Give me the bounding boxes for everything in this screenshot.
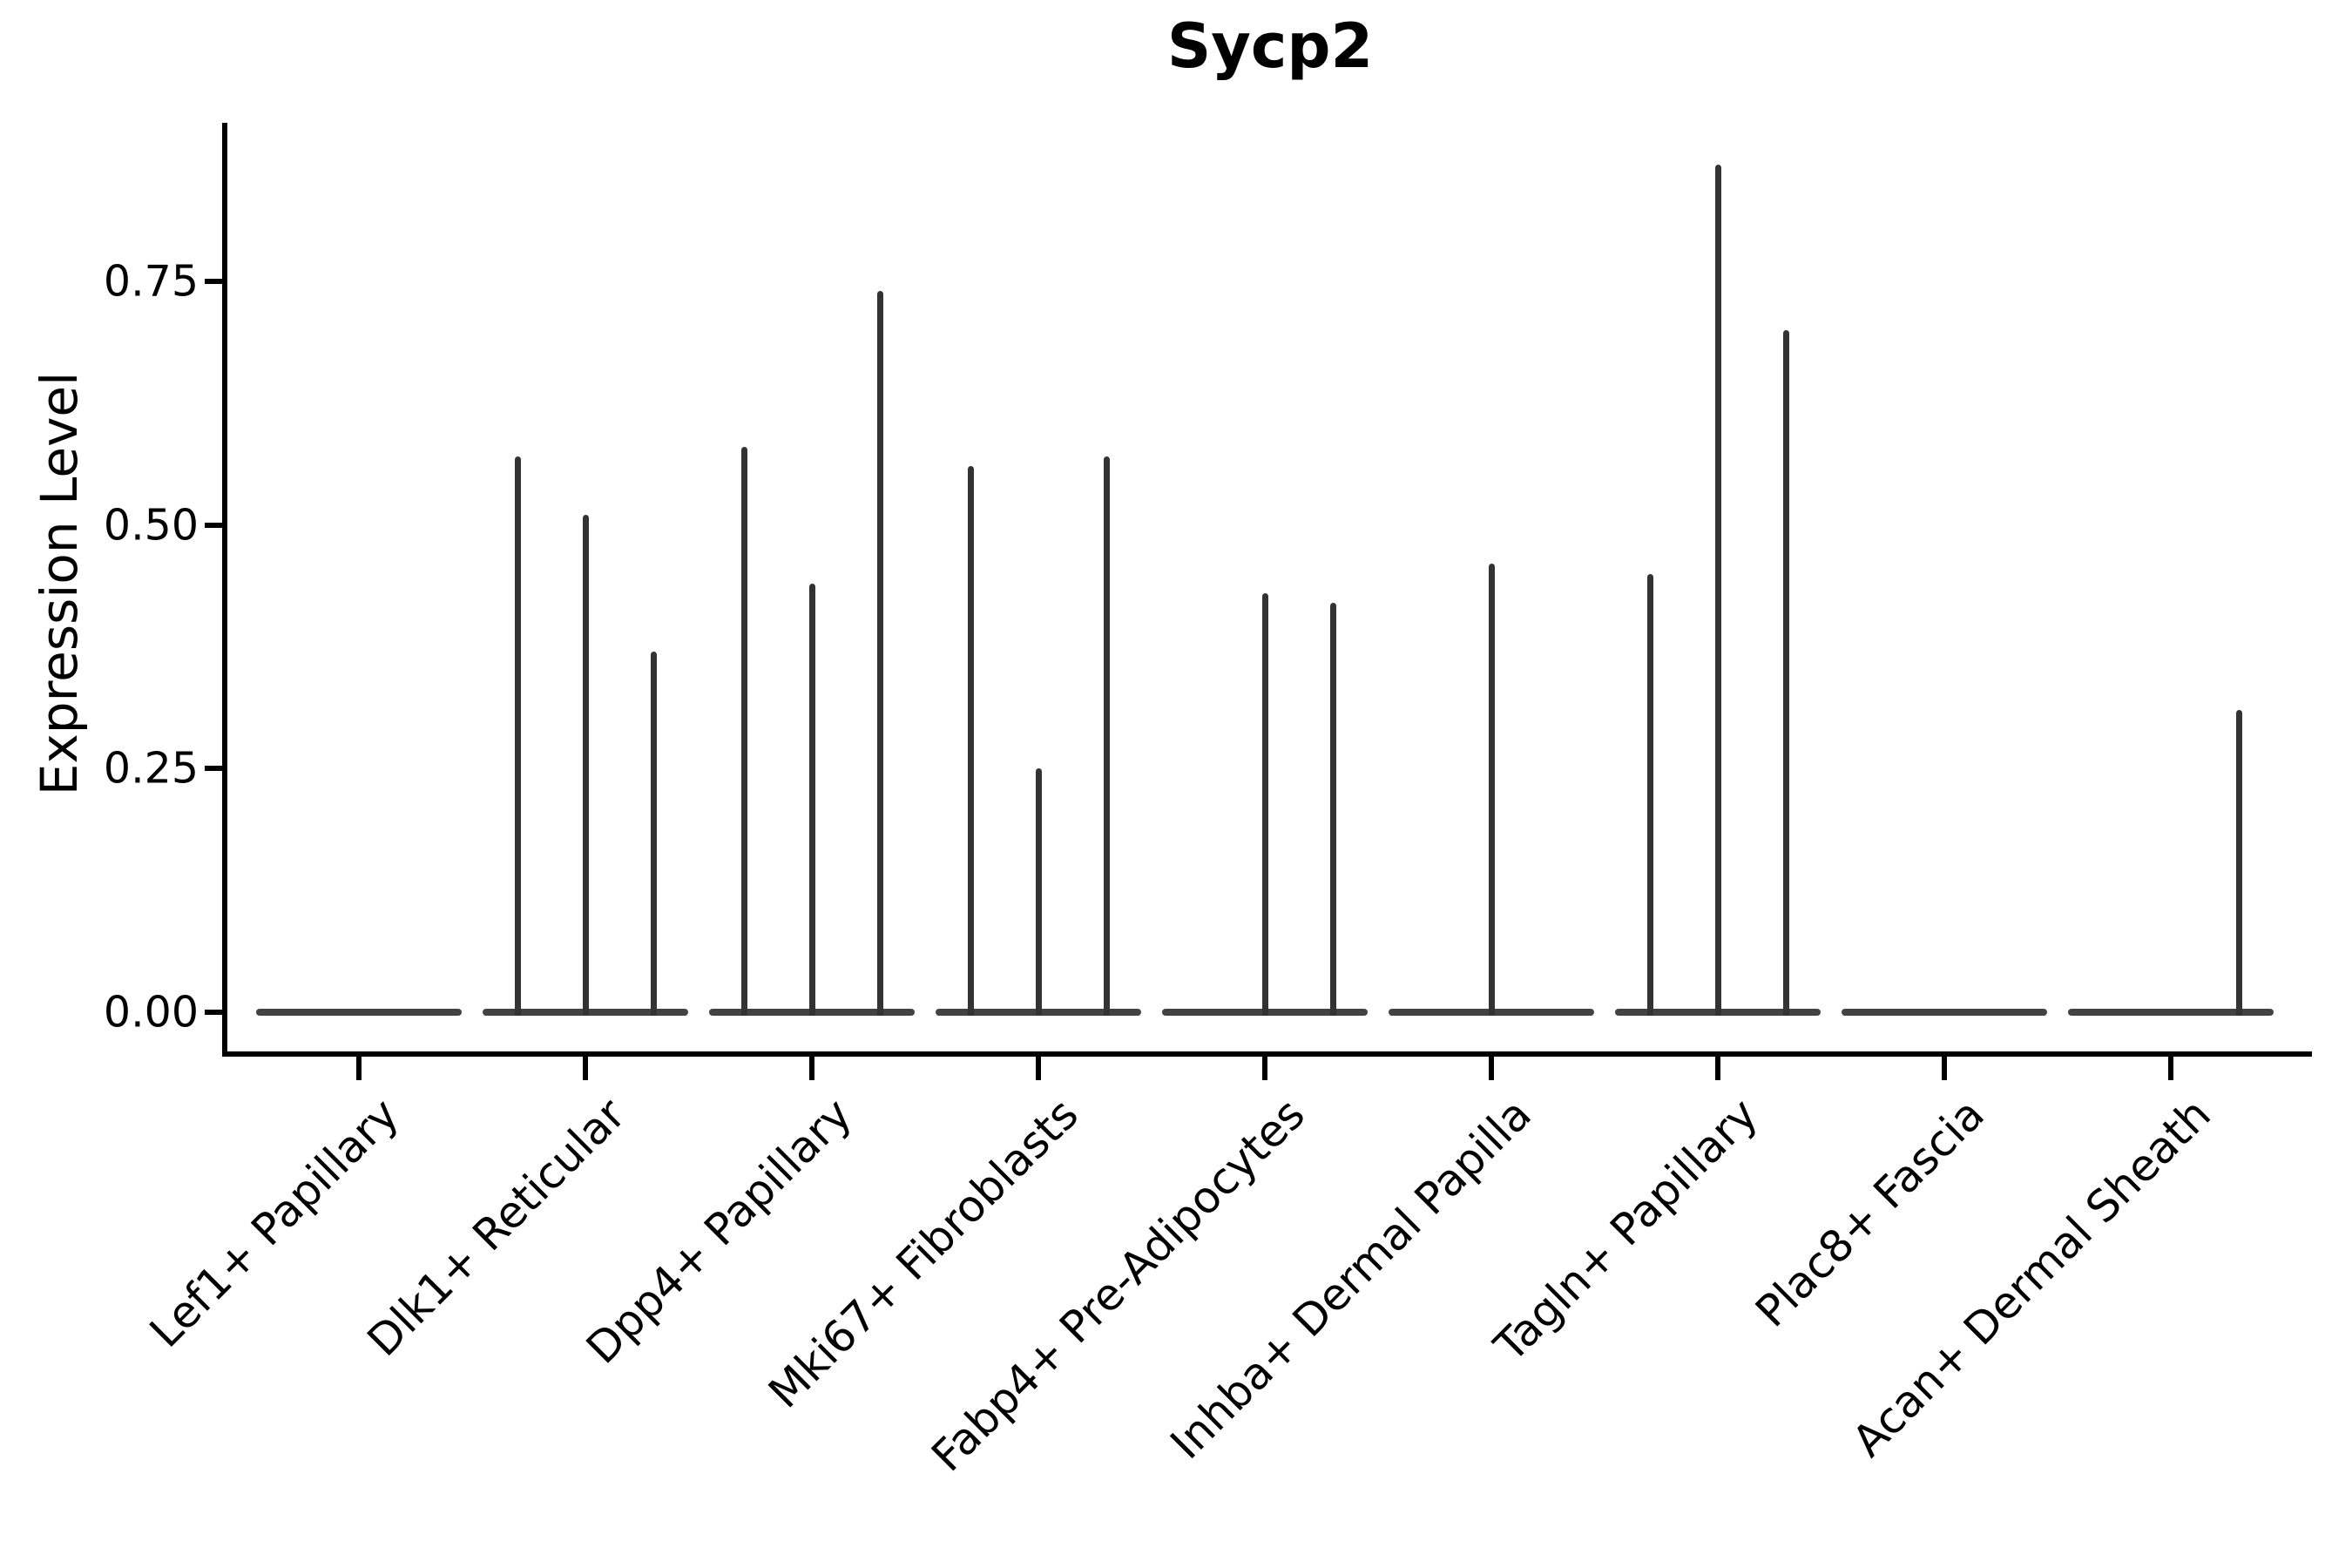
x-tick-label: Tagln+ Papillary	[1484, 1088, 1767, 1372]
y-tick	[205, 522, 222, 528]
y-tick	[205, 766, 222, 772]
y-tick-label: 0.25	[103, 743, 199, 794]
x-tick-label: Mki67+ Fibroblasts	[759, 1088, 1088, 1418]
violin-spike	[1646, 573, 1653, 1016]
y-tick	[205, 1010, 222, 1015]
violin-spike	[1035, 768, 1042, 1016]
x-tick	[1489, 1057, 1494, 1080]
x-tick	[583, 1057, 588, 1080]
violin-spike	[1261, 592, 1268, 1016]
y-axis-label: Expression Level	[30, 371, 89, 796]
y-tick-label: 0.50	[103, 500, 199, 551]
violin-spike	[740, 447, 747, 1016]
x-tick-label: Acan+ Dermal Sheath	[1842, 1088, 2220, 1467]
x-tick	[1942, 1057, 1947, 1080]
violin-spike	[650, 652, 657, 1016]
violin-spike	[967, 466, 974, 1016]
violin-baseline	[1842, 1009, 2047, 1016]
x-tick-label: Dpp4+ Papillary	[576, 1088, 862, 1374]
violin-spike	[876, 291, 883, 1016]
violin-spike	[1782, 329, 1789, 1016]
x-tick	[1262, 1057, 1267, 1080]
x-axis-spine	[222, 1051, 2312, 1057]
x-tick-label: Plac8+ Fascia	[1746, 1088, 1994, 1337]
violin-baseline	[2068, 1009, 2274, 1016]
y-tick-label: 0.00	[103, 987, 199, 1037]
violin-spike	[1329, 603, 1336, 1016]
violin-baseline	[256, 1009, 462, 1016]
x-tick	[1036, 1057, 1041, 1080]
violin-spike	[582, 515, 589, 1016]
x-tick-label: Dlk1+ Reticular	[357, 1088, 635, 1367]
violin-spike	[1103, 456, 1110, 1016]
y-tick	[205, 278, 222, 284]
violin-spike	[1488, 564, 1495, 1016]
violin-spike	[2235, 710, 2242, 1016]
x-tick	[2168, 1057, 2173, 1080]
violin-spike	[808, 583, 815, 1016]
violin-spike	[514, 456, 521, 1016]
x-tick	[1715, 1057, 1720, 1080]
x-tick-label: Fabp4+ Pre-Adipocytes	[922, 1088, 1315, 1482]
x-tick	[356, 1057, 362, 1080]
violin-spike	[1714, 164, 1721, 1016]
x-tick-label: Lef1+ Papillary	[139, 1088, 409, 1357]
y-tick-label: 0.75	[103, 256, 199, 307]
y-axis-spine	[222, 123, 227, 1057]
x-tick-label: Inhba+ Dermal Papilla	[1160, 1088, 1541, 1470]
chart-title: Sycp2	[1166, 10, 1374, 82]
x-tick	[809, 1057, 814, 1080]
